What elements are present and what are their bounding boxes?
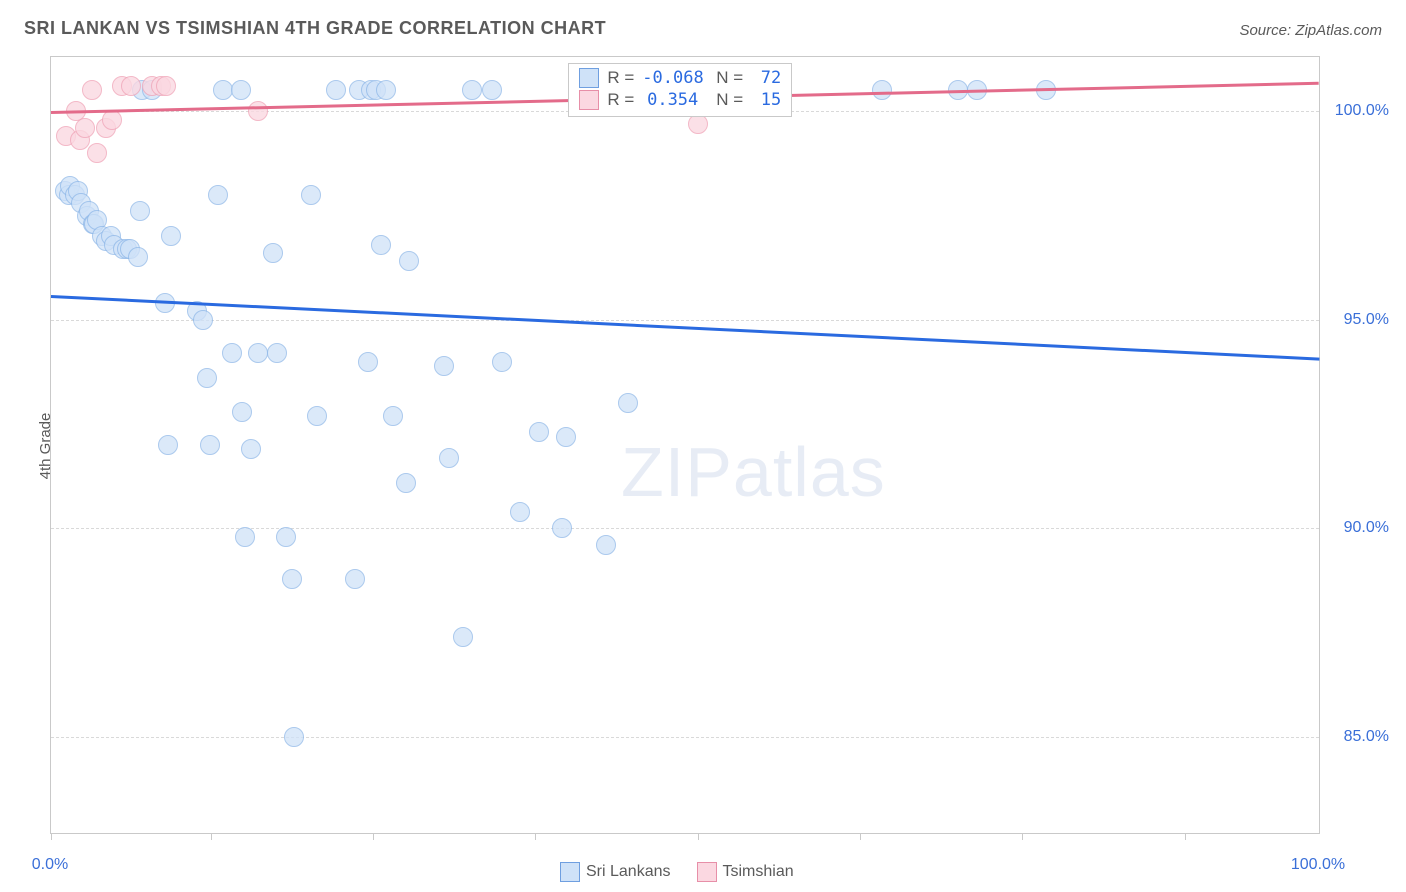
xtick — [51, 833, 52, 840]
data-point — [102, 110, 122, 130]
ytick-label: 100.0% — [1329, 102, 1389, 120]
xtick — [860, 833, 861, 840]
legend-item: Tsimshian — [697, 862, 794, 882]
gridline-y — [51, 320, 1319, 321]
legend-swatch — [560, 862, 580, 882]
data-point — [282, 569, 302, 589]
data-point — [208, 185, 228, 205]
data-point — [453, 627, 473, 647]
data-point — [307, 406, 327, 426]
xtick — [698, 833, 699, 840]
source-label: Source: ZipAtlas.com — [1239, 22, 1382, 39]
ytick-label: 90.0% — [1329, 519, 1389, 537]
data-point — [87, 143, 107, 163]
plot-area: 100.0%95.0%90.0%85.0%ZIPatlasR =-0.068N … — [50, 56, 1320, 834]
data-point — [872, 80, 892, 100]
data-point — [235, 527, 255, 547]
gridline-y — [51, 737, 1319, 738]
data-point — [399, 251, 419, 271]
legend-swatch — [579, 68, 599, 88]
watermark: ZIPatlas — [621, 432, 886, 512]
data-point — [462, 80, 482, 100]
data-point — [222, 343, 242, 363]
data-point — [267, 343, 287, 363]
data-point — [396, 473, 416, 493]
bottom-legend: Sri Lankans Tsimshian — [560, 862, 794, 882]
data-point — [326, 80, 346, 100]
xtick — [373, 833, 374, 840]
data-point — [376, 80, 396, 100]
data-point — [161, 226, 181, 246]
legend-label: Tsimshian — [723, 863, 794, 880]
xtick-label: 100.0% — [1291, 856, 1345, 874]
data-point — [276, 527, 296, 547]
stats-box: R = -0.068 N = 72 R = 0.354 N = 15 — [568, 63, 792, 117]
data-point — [75, 118, 95, 138]
data-point — [248, 343, 268, 363]
data-point — [492, 352, 512, 372]
data-point — [232, 402, 252, 422]
data-point — [241, 439, 261, 459]
data-point — [345, 569, 365, 589]
legend-label: Sri Lankans — [586, 863, 671, 880]
data-point — [510, 502, 530, 522]
legend-swatch — [579, 90, 599, 110]
stats-n-value: 72 — [751, 68, 781, 88]
data-point — [128, 247, 148, 267]
data-point — [121, 76, 141, 96]
data-point — [200, 435, 220, 455]
data-point — [263, 243, 283, 263]
stats-n-label: N = — [716, 68, 743, 88]
stats-r-value: 0.354 — [642, 90, 698, 110]
stats-n-value: 15 — [751, 90, 781, 110]
data-point — [383, 406, 403, 426]
data-point — [82, 80, 102, 100]
legend-item: Sri Lankans — [560, 862, 671, 882]
data-point — [371, 235, 391, 255]
data-point — [193, 310, 213, 330]
stats-row: R = 0.354 N = 15 — [579, 90, 781, 110]
data-point — [552, 518, 572, 538]
data-point — [556, 427, 576, 447]
ytick-label: 85.0% — [1329, 728, 1389, 746]
ytick-label: 95.0% — [1329, 311, 1389, 329]
stats-r-label: R = — [607, 68, 634, 88]
data-point — [358, 352, 378, 372]
xtick — [535, 833, 536, 840]
xtick — [1185, 833, 1186, 840]
data-point — [156, 76, 176, 96]
data-point — [482, 80, 502, 100]
data-point — [248, 101, 268, 121]
data-point — [158, 435, 178, 455]
data-point — [130, 201, 150, 221]
data-point — [231, 80, 251, 100]
legend-swatch — [697, 862, 717, 882]
xtick — [1022, 833, 1023, 840]
stats-n-label: N = — [716, 90, 743, 110]
stats-r-label: R = — [607, 90, 634, 110]
data-point — [596, 535, 616, 555]
stats-r-value: -0.068 — [642, 68, 698, 88]
xtick — [211, 833, 212, 840]
data-point — [301, 185, 321, 205]
data-point — [434, 356, 454, 376]
data-point — [439, 448, 459, 468]
xtick-label: 0.0% — [32, 856, 68, 874]
data-point — [529, 422, 549, 442]
stats-row: R = -0.068 N = 72 — [579, 68, 781, 88]
chart-title: SRI LANKAN VS TSIMSHIAN 4TH GRADE CORREL… — [24, 18, 606, 39]
data-point — [618, 393, 638, 413]
data-point — [284, 727, 304, 747]
data-point — [197, 368, 217, 388]
